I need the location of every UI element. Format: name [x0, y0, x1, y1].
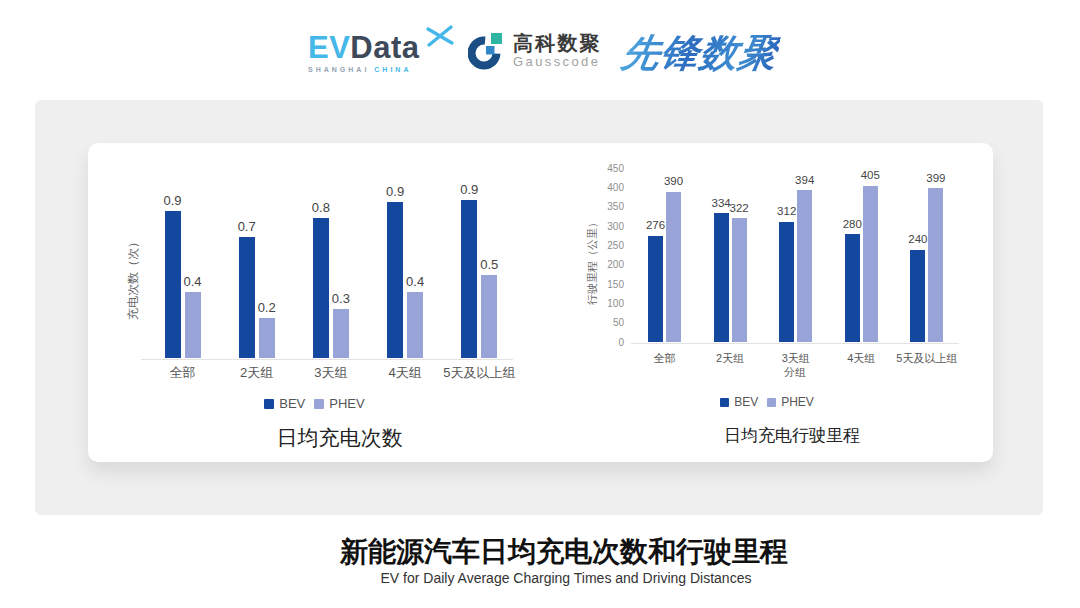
- pioneer-logo: 先锋数聚: [618, 28, 783, 79]
- y-axis-tick-label: 200: [541, 259, 624, 270]
- chart-title: 日均充电次数: [113, 424, 566, 452]
- x-axis-category-label: 5天及以上组: [434, 364, 524, 382]
- bar-value-label: 390: [644, 176, 704, 188]
- y-axis-tick-label: 300: [541, 221, 624, 232]
- evdata-ev-text: EV: [308, 30, 350, 65]
- bar-bev-3: [845, 234, 860, 342]
- gausscode-cn-text: 高科数聚: [513, 32, 602, 54]
- bar-value-label: 0.3: [311, 292, 371, 305]
- bar-phev-0: [666, 192, 681, 343]
- y-axis-tick-label: 50: [541, 317, 624, 328]
- bar-bev-4: [910, 250, 925, 343]
- bar-value-label: 0.2: [237, 301, 297, 314]
- bar-phev-1: [259, 318, 275, 359]
- evdata-shanghai-text: SHANGHAI: [308, 66, 369, 73]
- y-axis-tick-label: 350: [541, 201, 624, 212]
- evdata-china-text: CHINA: [374, 66, 411, 73]
- bar-bev-1: [239, 237, 255, 359]
- evdata-wordmark: EVData: [308, 33, 420, 63]
- gausscode-icon: [468, 32, 506, 70]
- legend-swatch-bev: [720, 398, 729, 407]
- y-axis-tick-label: 0: [541, 337, 624, 348]
- bar-value-label: 0.5: [459, 258, 519, 271]
- x-axis-title: 分组: [750, 365, 840, 380]
- logo-bar: EVData SHANGHAI CHINA 高科数聚 Gausscode 先锋数…: [0, 0, 1080, 95]
- x-axis-line: [631, 343, 959, 344]
- page-title: 新能源汽车日均充电次数和行驶里程: [24, 533, 1080, 571]
- chart-daily-charging-times: 充电次数（次）0.90.4全部0.70.22天组0.80.33天组0.90.44…: [88, 143, 541, 462]
- bar-value-label: 394: [775, 175, 835, 187]
- gausscode-en-text: Gausscode: [513, 54, 602, 69]
- bar-phev-4: [928, 188, 943, 342]
- bar-phev-2: [333, 309, 349, 358]
- bar-value-label: 0.8: [291, 201, 351, 214]
- bar-phev-1: [732, 218, 747, 342]
- legend-label-bev: BEV: [279, 396, 305, 411]
- y-axis-tick-label: 450: [541, 163, 624, 174]
- x-axis-category-label: 5天及以上组: [882, 351, 972, 366]
- page: EVData SHANGHAI CHINA 高科数聚 Gausscode 先锋数…: [0, 0, 1080, 608]
- legend-swatch-phev: [767, 398, 776, 407]
- bar-value-label: 0.4: [163, 275, 223, 288]
- bar-phev-2: [797, 190, 812, 342]
- bar-bev-4: [461, 200, 477, 358]
- legend-label-phev: PHEV: [329, 396, 364, 411]
- bar-value-label: 399: [906, 173, 966, 185]
- y-axis-tick-label: 150: [541, 279, 624, 290]
- evdata-logo: EVData SHANGHAI CHINA: [308, 33, 420, 73]
- bar-bev-2: [779, 222, 794, 343]
- bar-bev-0: [648, 236, 663, 343]
- bar-bev-2: [313, 218, 329, 358]
- bar-bev-1: [714, 213, 729, 342]
- chart-daily-driving-distance: 050100150200250300350400450行驶里程（公里）27639…: [541, 143, 993, 462]
- chart-card: 充电次数（次）0.90.4全部0.70.22天组0.80.33天组0.90.44…: [88, 143, 993, 462]
- bar-phev-4: [481, 275, 497, 358]
- gausscode-text: 高科数聚 Gausscode: [513, 32, 602, 70]
- bar-value-label: 405: [840, 170, 900, 182]
- legend-swatch-bev: [264, 399, 274, 409]
- bar-phev-3: [407, 292, 423, 358]
- chart-legend: BEV PHEV: [88, 396, 541, 411]
- x-axis-line: [141, 359, 513, 360]
- chart-legend: BEV PHEV: [541, 395, 993, 409]
- evdata-subtext: SHANGHAI CHINA: [308, 66, 420, 73]
- bar-value-label: 0.9: [143, 194, 203, 207]
- legend-swatch-phev: [314, 399, 324, 409]
- bar-value-label: 0.9: [365, 185, 425, 198]
- evdata-data-text: Data: [350, 30, 419, 65]
- bar-value-label: 0.4: [385, 275, 445, 288]
- bar-phev-0: [185, 292, 201, 358]
- y-axis-tick-label: 250: [541, 240, 624, 251]
- y-axis-tick-label: 100: [541, 298, 624, 309]
- evdata-x-icon: [425, 24, 455, 48]
- bar-phev-3: [863, 186, 878, 343]
- gausscode-logo: 高科数聚 Gausscode: [468, 32, 602, 70]
- page-subtitle: EV for Daily Average Charging Times and …: [26, 570, 1080, 586]
- y-axis-tick-label: 400: [541, 182, 624, 193]
- bar-value-label: 0.9: [439, 183, 499, 196]
- chart-panel-background: 充电次数（次）0.90.4全部0.70.22天组0.80.33天组0.90.44…: [35, 100, 1043, 515]
- chart-title: 日均充电行驶里程: [566, 424, 1018, 447]
- y-axis-title: 行驶里程（公里）: [585, 181, 601, 341]
- bar-value-label: 0.7: [217, 220, 277, 233]
- legend-label-bev: BEV: [734, 395, 758, 409]
- legend-label-phev: PHEV: [781, 395, 814, 409]
- y-axis-title: 充电次数（次）: [125, 198, 141, 358]
